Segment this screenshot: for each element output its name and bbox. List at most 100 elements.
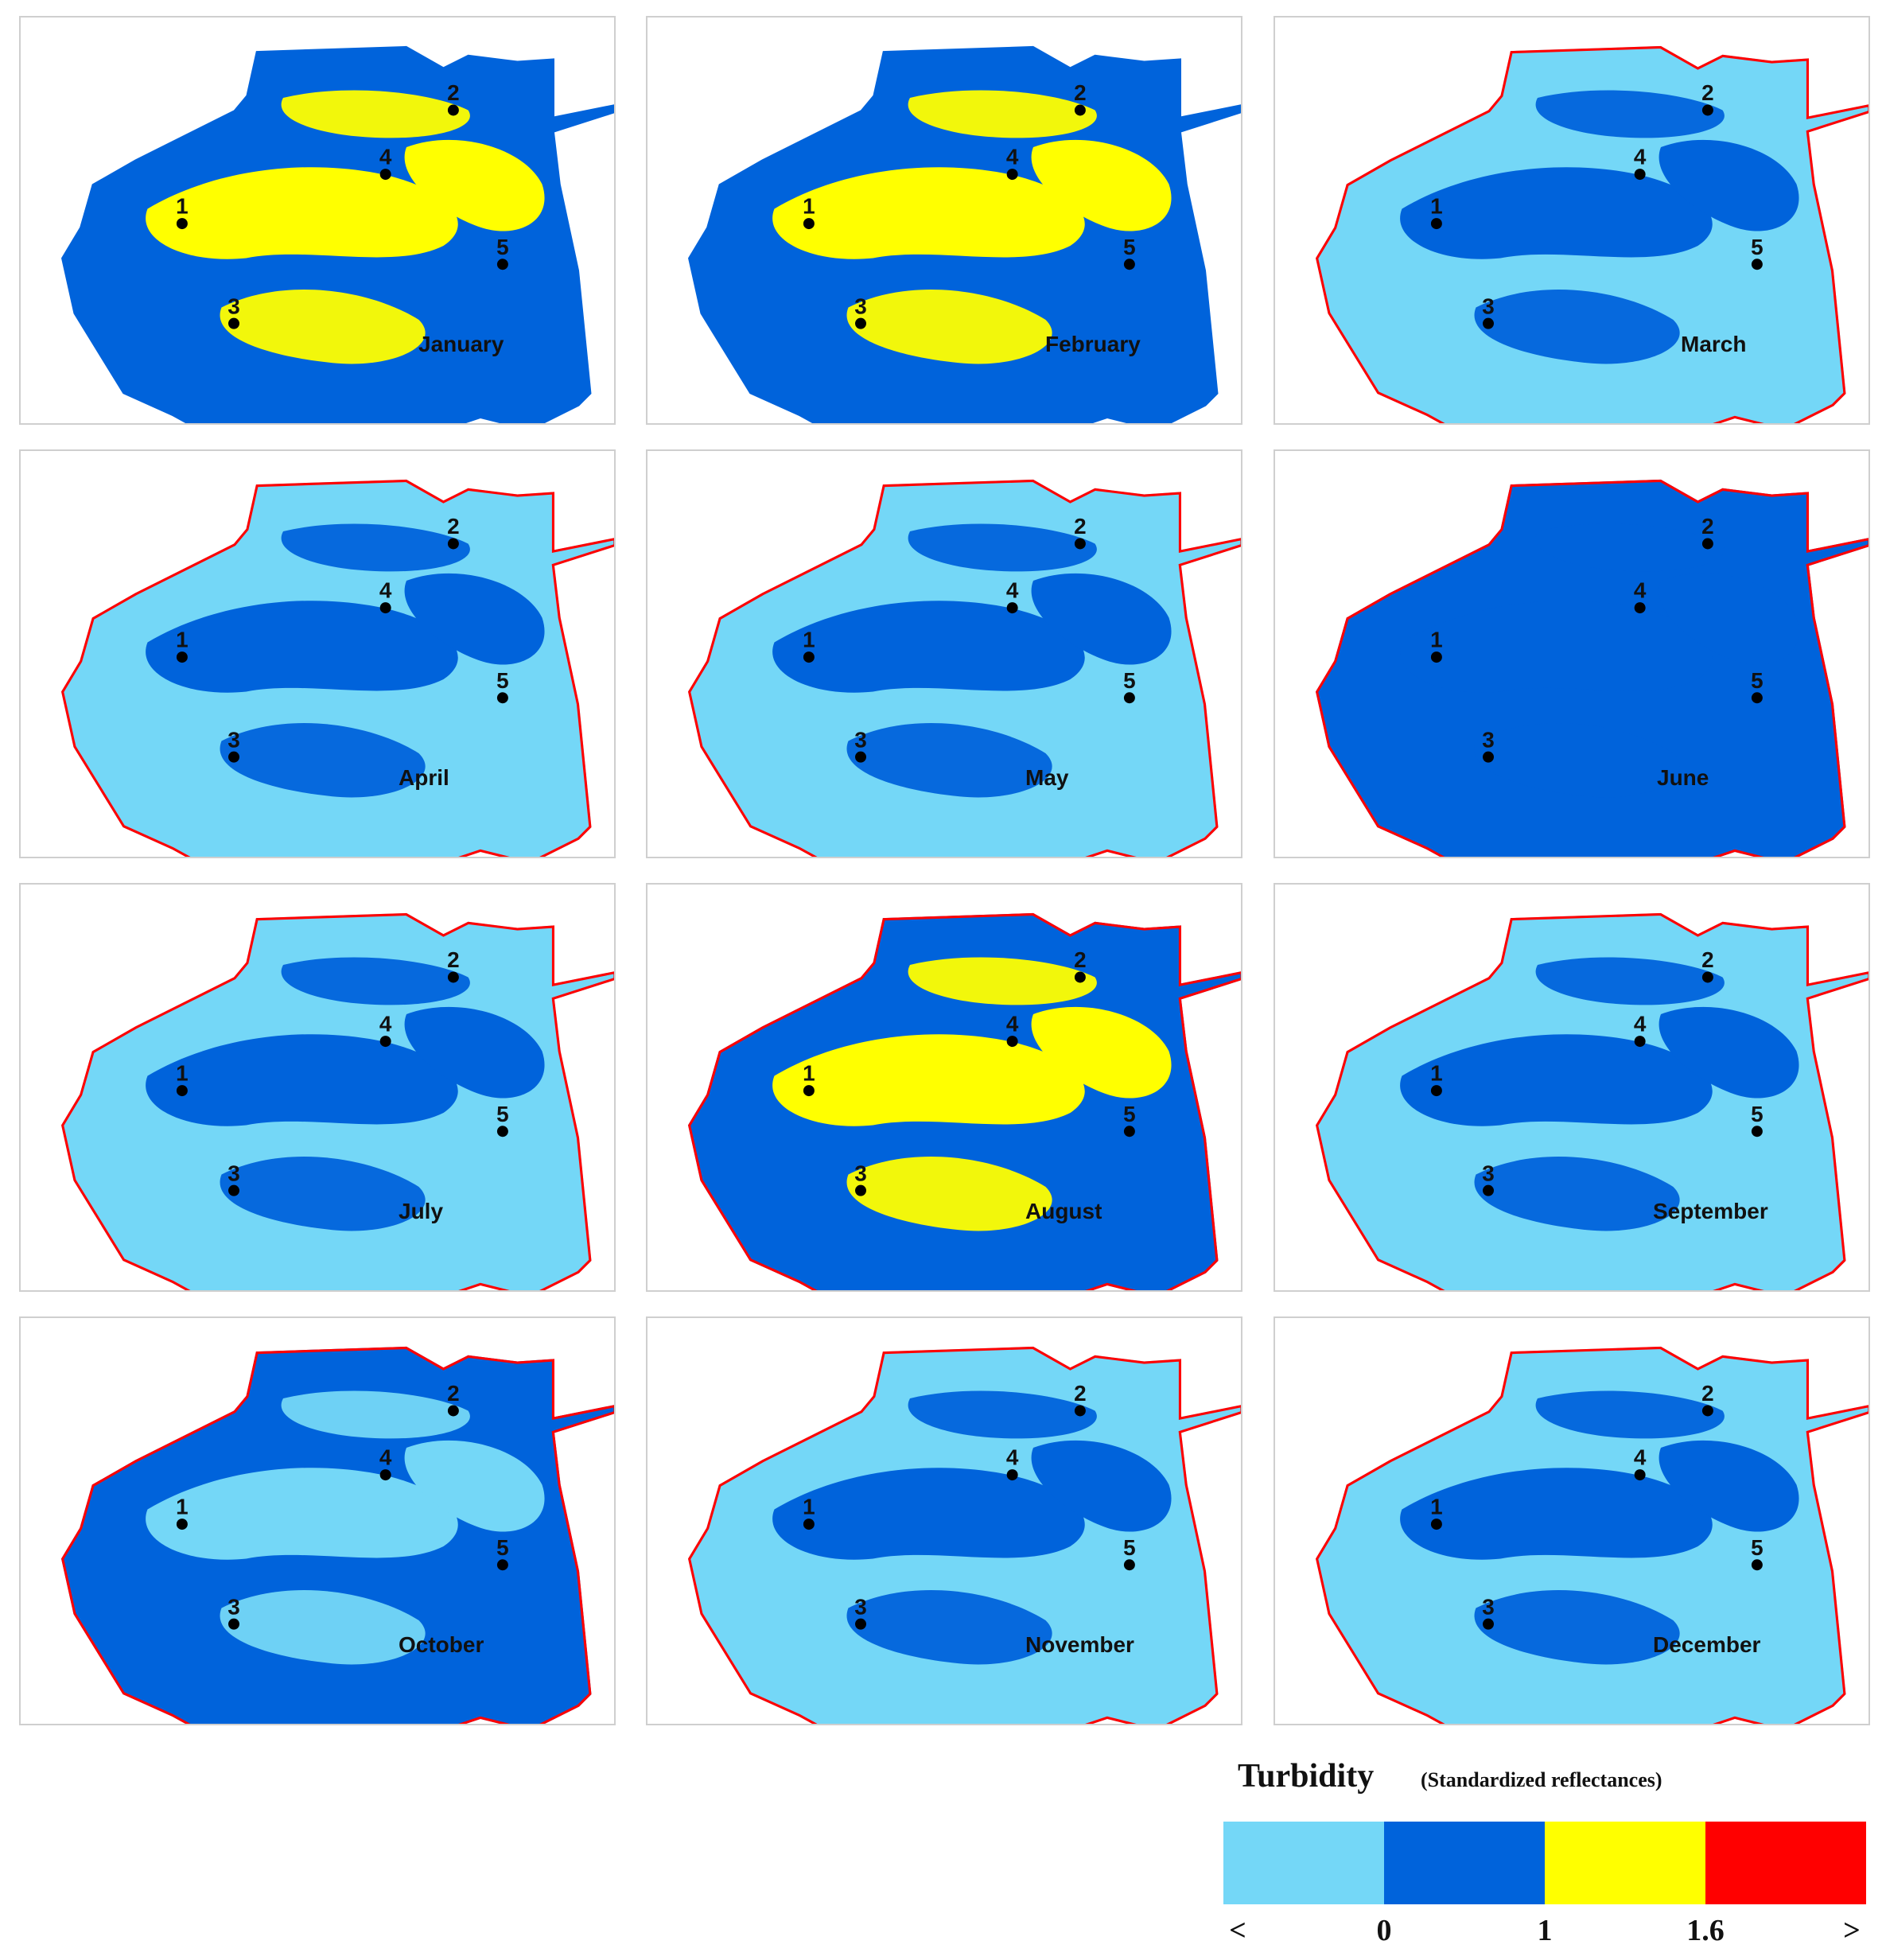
- station-marker-1: [176, 1519, 188, 1530]
- station-label-5: 5: [496, 235, 509, 259]
- station-marker-2: [1074, 104, 1086, 116]
- month-label-september: September: [1653, 1199, 1768, 1223]
- station-marker-3: [228, 1618, 239, 1630]
- month-label-august: August: [1025, 1199, 1102, 1223]
- station-marker-2: [447, 1405, 459, 1417]
- station-marker-5: [1123, 259, 1135, 270]
- month-label-november: November: [1025, 1632, 1134, 1657]
- station-label-4: 4: [1634, 578, 1647, 603]
- legend-swatch-medium: [1384, 1822, 1545, 1904]
- station-label-4: 4: [1006, 1445, 1019, 1470]
- station-label-2: 2: [1701, 947, 1714, 972]
- coastal-high-turbidity: [60, 479, 614, 857]
- legend-tick-1: 1: [1537, 1914, 1553, 1947]
- station-marker-3: [228, 751, 239, 763]
- turbidity-zone: [1474, 723, 1680, 798]
- turbidity-zone: [1400, 1034, 1713, 1126]
- station-marker-1: [1430, 218, 1442, 230]
- map-panels-grid: 1 2 3 4 5 January 1 2 3 4 5 February 1 2 3 4 5 March 1 2 3 4 5…: [19, 16, 1870, 1725]
- station-marker-3: [855, 1184, 866, 1196]
- station-label-2: 2: [447, 1381, 460, 1406]
- station-marker-1: [176, 651, 188, 663]
- station-label-5: 5: [1751, 1535, 1764, 1560]
- turbidity-zone: [1400, 1468, 1713, 1560]
- map-panel-july: 1 2 3 4 5 July: [19, 883, 616, 1292]
- station-marker-4: [379, 1469, 391, 1481]
- turbidity-zone: [220, 723, 426, 798]
- turbidity-zone: [1659, 1006, 1799, 1099]
- map-panel-november: 1 2 3 4 5 November: [646, 1316, 1242, 1725]
- turbidity-zone: [220, 1590, 426, 1665]
- legend-tick-greater: >: [1843, 1914, 1861, 1947]
- station-marker-1: [176, 218, 188, 230]
- station-marker-2: [1701, 104, 1713, 116]
- turbidity-zone: [908, 90, 1097, 138]
- turbidity-zone: [1535, 1390, 1725, 1439]
- legend-swatch-very-high: [1705, 1822, 1866, 1904]
- station-marker-5: [496, 1126, 508, 1138]
- station-label-4: 4: [1634, 1012, 1647, 1036]
- map-panel-may: 1 2 3 4 5 May: [646, 449, 1242, 858]
- station-label-1: 1: [803, 628, 815, 652]
- turbidity-zone: [908, 523, 1097, 572]
- turbidity-map-august: 1 2 3 4 5: [687, 912, 1241, 1290]
- station-marker-1: [803, 1519, 815, 1530]
- station-label-1: 1: [1430, 1061, 1443, 1086]
- map-panel-june: 1 2 3 4 5 June: [1274, 449, 1870, 858]
- station-marker-3: [855, 1618, 866, 1630]
- coastal-high-turbidity: [1315, 912, 1869, 1290]
- station-label-5: 5: [1123, 1102, 1136, 1126]
- month-label-june: June: [1657, 765, 1709, 790]
- station-marker-5: [496, 1559, 508, 1571]
- station-marker-2: [447, 538, 459, 550]
- turbidity-zone: [846, 723, 1052, 798]
- legend-swatch-high: [1545, 1822, 1705, 1904]
- month-label-may: May: [1025, 765, 1069, 790]
- turbidity-zone: [772, 1034, 1085, 1126]
- turbidity-zone: [772, 1468, 1085, 1560]
- map-panel-april: 1 2 3 4 5 April: [19, 449, 616, 858]
- station-label-2: 2: [1701, 80, 1714, 105]
- turbidity-zone: [281, 957, 470, 1005]
- station-marker-2: [1074, 971, 1086, 983]
- station-marker-1: [803, 1085, 815, 1097]
- turbidity-zone: [1031, 1440, 1172, 1532]
- station-label-2: 2: [1074, 947, 1087, 972]
- station-marker-1: [1430, 651, 1442, 663]
- station-label-3: 3: [854, 1161, 867, 1185]
- turbidity-zone: [1031, 1006, 1172, 1099]
- turbidity-zone: [220, 1157, 426, 1231]
- station-marker-4: [1006, 602, 1018, 614]
- station-label-2: 2: [1701, 514, 1714, 539]
- station-marker-4: [1634, 1469, 1646, 1481]
- coastal-high-turbidity: [687, 1346, 1241, 1724]
- turbidity-zone: [281, 523, 470, 572]
- turbidity-map-april: 1 2 3 4 5: [60, 479, 614, 857]
- station-label-5: 5: [1751, 235, 1764, 259]
- turbidity-zone: [220, 290, 426, 364]
- turbidity-map-june: 1 2 3 4 5: [1315, 479, 1869, 857]
- legend-color-bar: [1223, 1822, 1866, 1904]
- month-label-december: December: [1653, 1632, 1761, 1657]
- month-label-january: January: [418, 332, 504, 356]
- station-marker-4: [1634, 602, 1646, 614]
- station-marker-2: [1074, 538, 1086, 550]
- turbidity-zone: [146, 601, 458, 693]
- station-label-5: 5: [1123, 235, 1136, 259]
- station-label-5: 5: [1751, 1102, 1764, 1126]
- station-marker-3: [1483, 317, 1494, 329]
- station-marker-5: [1123, 692, 1135, 704]
- station-marker-5: [496, 259, 508, 270]
- station-marker-5: [1123, 1126, 1135, 1138]
- turbidity-zone: [1659, 1440, 1799, 1532]
- station-marker-2: [1701, 971, 1713, 983]
- station-label-4: 4: [1006, 145, 1019, 169]
- station-label-3: 3: [1482, 294, 1495, 318]
- station-marker-4: [379, 1036, 391, 1048]
- station-marker-5: [1123, 1559, 1135, 1571]
- station-label-2: 2: [447, 947, 460, 972]
- turbidity-zone: [404, 1006, 545, 1099]
- turbidity-zone: [1535, 523, 1725, 572]
- station-marker-2: [1701, 538, 1713, 550]
- legend-subtitle: (Standardized reflectances): [1421, 1768, 1662, 1791]
